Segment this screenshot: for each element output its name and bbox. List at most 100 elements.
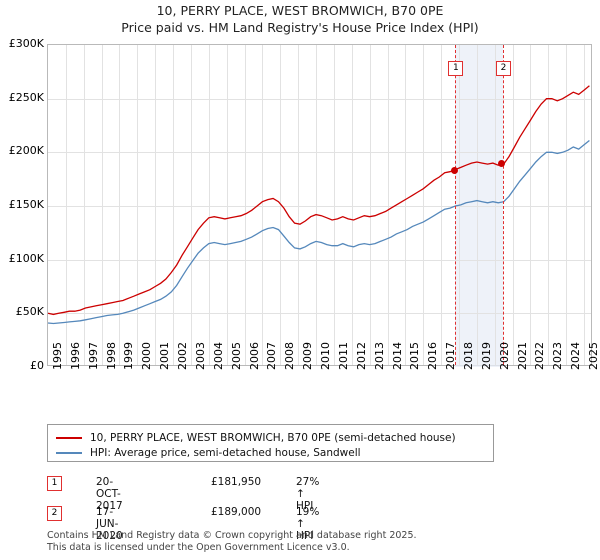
gridline-v (476, 45, 478, 365)
gridline-v (512, 45, 514, 365)
gridline-v (423, 45, 425, 365)
gridline-h (48, 313, 591, 315)
annotation-marker-1[interactable]: 2 (495, 61, 511, 76)
gridline-v (494, 45, 496, 365)
y-tick-label: £250K (8, 90, 44, 104)
x-tick-label: 2015 (408, 342, 422, 370)
legend-swatch-0 (56, 437, 82, 439)
gridline-v (83, 45, 85, 365)
x-tick-label: 2005 (229, 342, 243, 370)
gridline-v (262, 45, 264, 365)
gridline-v (226, 45, 228, 365)
x-tick-label: 2000 (140, 342, 154, 370)
gridline-v (530, 45, 532, 365)
gridline-v (244, 45, 246, 365)
gridline-v (208, 45, 210, 365)
legend-label-1: HPI: Average price, semi-detached house,… (90, 447, 361, 459)
gridline-v (584, 45, 586, 365)
x-tick-label: 2013 (372, 342, 386, 370)
x-tick-label: 2018 (461, 342, 475, 370)
y-tick-label: £300K (8, 37, 44, 50)
series-line (47, 85, 590, 316)
x-tick-label: 2025 (587, 342, 600, 370)
gridline-v (369, 45, 371, 365)
x-tick-label: 2021 (515, 342, 529, 370)
gridline-v (351, 45, 353, 365)
x-tick-label: 2020 (497, 342, 511, 370)
legend: 10, PERRY PLACE, WEST BROMWICH, B70 0PE … (47, 424, 494, 462)
x-tick-label: 2010 (319, 342, 333, 370)
x-tick-label: 2024 (569, 342, 583, 370)
x-tick-label: 1996 (68, 342, 82, 370)
gridline-v (190, 45, 192, 365)
series-lines (47, 85, 590, 325)
x-tick-label: 1997 (86, 342, 100, 370)
gridline-h (48, 259, 591, 261)
annotation-price-1: £189,000 (211, 506, 262, 518)
annotation-pct-0: 27% ↑ HPI (296, 476, 320, 512)
gridline-h (48, 206, 591, 207)
y-tick-label: £200K (8, 144, 44, 158)
gridline-v (405, 45, 407, 365)
annotation-index-1: 2 (47, 506, 62, 521)
x-tick-label: 2011 (336, 342, 350, 370)
x-tick-label: 2022 (533, 342, 547, 370)
gridline-v (173, 45, 175, 365)
x-tick-label: 1995 (51, 342, 64, 370)
gridline-h (48, 152, 591, 154)
x-tick-label: 2004 (211, 342, 225, 370)
annotation-vline (455, 45, 457, 365)
y-tick-label: £150K (8, 198, 44, 211)
x-tick-label: 2008 (283, 342, 297, 370)
annotation-date-1: 17-JUN-2020 (96, 506, 123, 542)
gridline-v (119, 45, 121, 365)
series-line (47, 139, 590, 325)
y-tick-label: £0 (30, 359, 44, 372)
y-tick-label: £100K (8, 251, 44, 265)
gridline-v (101, 45, 103, 365)
annotation-dot-1[interactable] (498, 159, 506, 167)
annotation-pct-1: 19% ↑ HPI (296, 506, 320, 542)
x-tick-label: 2001 (158, 342, 172, 370)
annotation-index-0: 1 (47, 476, 62, 491)
x-tick-label: 2019 (479, 342, 493, 370)
gridline-v (137, 45, 139, 365)
x-tick-label: 2006 (247, 342, 261, 370)
legend-swatch-1 (56, 452, 82, 454)
x-tick-label: 2016 (426, 342, 440, 370)
x-tick-label: 2017 (444, 342, 458, 370)
annotation-vline (502, 45, 505, 365)
footer-line-2: This data is licensed under the Open Gov… (47, 542, 350, 553)
gridline-v (441, 45, 443, 365)
x-tick-label: 1999 (122, 342, 136, 370)
annotation-dot-0[interactable] (450, 167, 458, 175)
gridline-v (316, 45, 318, 365)
x-tick-label: 2012 (354, 342, 368, 370)
legend-label-0: 10, PERRY PLACE, WEST BROMWICH, B70 0PE … (90, 432, 456, 444)
gridline-v (298, 45, 300, 365)
x-tick-label: 2003 (193, 342, 207, 370)
y-tick-label: £50K (15, 305, 44, 319)
chart-title: 10, PERRY PLACE, WEST BROMWICH, B70 0PE (156, 3, 444, 18)
x-tick-label: 2023 (551, 342, 565, 370)
gridline-v (566, 45, 568, 365)
chart-subtitle: Price paid vs. HM Land Registry's House … (121, 20, 479, 35)
footer-line-1: Contains HM Land Registry data © Crown c… (47, 530, 417, 541)
annotation-date-0: 20-OCT-2017 (96, 476, 123, 512)
x-tick-label: 2007 (265, 342, 279, 370)
gridline-h (48, 98, 591, 100)
gridline-v (387, 45, 389, 365)
gridline-v (155, 45, 157, 365)
annotation-marker-0[interactable]: 1 (448, 61, 464, 76)
annotation-price-0: £181,950 (211, 476, 262, 488)
footer: Contains HM Land Registry data © Crown c… (47, 530, 592, 554)
plot-area (47, 44, 592, 367)
gridline-v (333, 45, 335, 365)
x-tick-label: 2002 (176, 342, 190, 370)
x-tick-label: 2009 (301, 342, 315, 370)
x-tick-label: 2014 (390, 342, 404, 370)
gridline-v (548, 45, 550, 365)
x-tick-label: 1998 (104, 342, 118, 370)
gridline-v (65, 45, 67, 365)
